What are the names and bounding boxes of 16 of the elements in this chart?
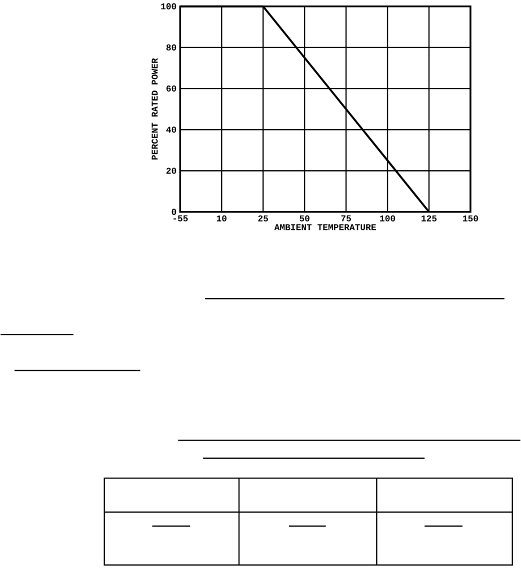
y-tick-label: 20: [166, 168, 176, 174]
x-tick-label: 100: [380, 215, 396, 222]
x-tick-label: 10: [216, 215, 227, 222]
y-tick-label: 40: [166, 126, 176, 133]
x-tick-label: 50: [300, 215, 310, 222]
x-axis-title: AMBIENT TEMPERATURE: [274, 224, 376, 230]
y-tick-label: 100: [161, 3, 176, 10]
y-tick-label: 60: [166, 86, 176, 92]
x-tick-label: 150: [463, 215, 478, 222]
y-tick-label: 80: [166, 44, 176, 50]
x-tick-label: 75: [341, 215, 351, 222]
x-tick-label: 125: [422, 215, 437, 222]
x-tick-label: -55: [174, 215, 188, 222]
y-tick-label: 0: [172, 208, 176, 215]
x-tick-label: 25: [258, 215, 268, 222]
y-axis-title: PERCENT RATED POWER: [152, 58, 158, 160]
